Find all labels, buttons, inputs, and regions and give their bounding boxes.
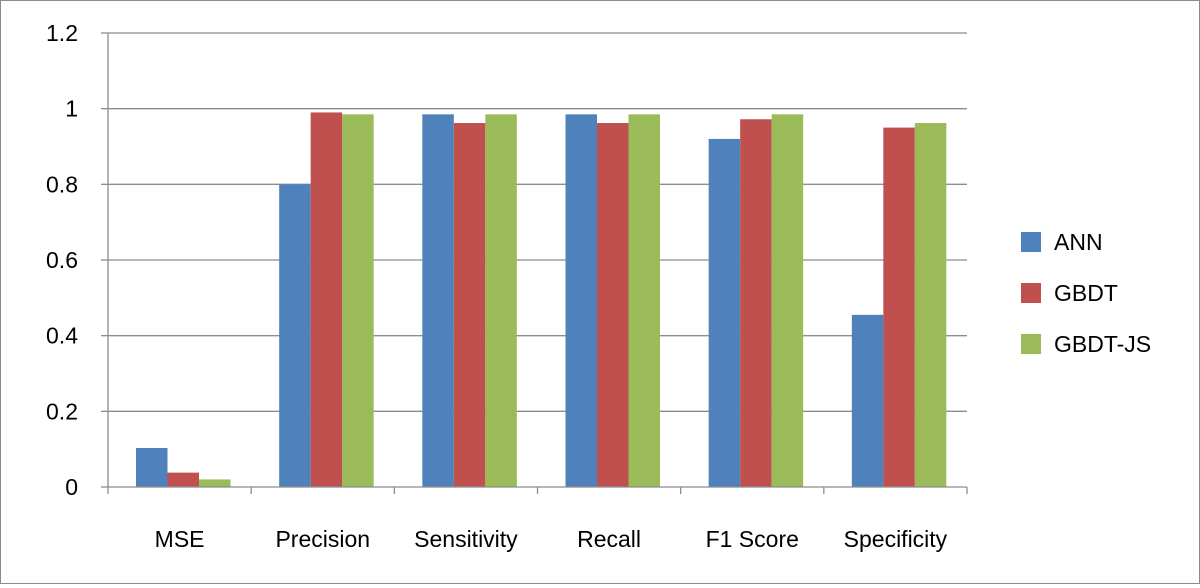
bar-gbdt-js-precision xyxy=(342,114,374,487)
legend-swatch-gbdt xyxy=(1021,283,1041,303)
legend-label: ANN xyxy=(1054,229,1103,255)
bar-gbdt-recall xyxy=(597,123,629,487)
y-tick-label: 1.2 xyxy=(46,20,78,46)
bar-gbdt-js-f1-score xyxy=(771,114,804,487)
bar-gbdt-js-specificity xyxy=(914,123,947,487)
bar-ann-precision xyxy=(279,184,311,488)
bar-ann-recall xyxy=(565,114,597,487)
x-tick-label: Recall xyxy=(577,526,641,552)
y-tick-label: 0.6 xyxy=(46,247,78,273)
bar-ann-specificity xyxy=(851,314,884,487)
y-tick-label: 1 xyxy=(65,96,78,122)
legend-label: GBDT-JS xyxy=(1054,331,1151,357)
bar-ann-mse xyxy=(136,448,168,487)
y-tick-label: 0.4 xyxy=(46,323,78,349)
y-tick-label: 0.2 xyxy=(46,398,78,424)
x-tick-label: MSE xyxy=(155,526,205,552)
bar-gbdt-js-mse xyxy=(199,479,231,487)
x-tick-label: Precision xyxy=(275,526,370,552)
bar-gbdt-js-recall xyxy=(628,114,660,487)
bar-gbdt-sensitivity xyxy=(453,123,486,487)
legend: ANN GBDT GBDT-JS xyxy=(1021,229,1151,357)
legend-swatch-gbdt-js xyxy=(1021,334,1041,354)
y-tick-label: 0.8 xyxy=(46,171,78,197)
bar-gbdt-mse xyxy=(167,472,199,487)
x-tick-label: F1 Score xyxy=(706,526,799,552)
bar-gbdt-precision xyxy=(310,112,343,487)
axes: 0 0.2 0.4 0.6 0.8 1 1.2 MSE Precision Sensitivity… xyxy=(46,20,968,552)
y-tick-label: 0 xyxy=(65,474,78,500)
x-tick-label: Sensitivity xyxy=(414,526,518,552)
bar-gbdt-specificity xyxy=(883,127,915,487)
bars xyxy=(136,112,947,488)
bar-ann-f1-score xyxy=(708,138,741,487)
gridlines xyxy=(108,32,967,412)
x-tick-label: Specificity xyxy=(844,526,948,552)
legend-label: GBDT xyxy=(1054,280,1118,306)
bar-gbdt-f1-score xyxy=(740,119,772,487)
bar-gbdt-js-sensitivity xyxy=(485,114,517,487)
legend-swatch-ann xyxy=(1021,232,1041,252)
bar-ann-sensitivity xyxy=(422,114,454,487)
